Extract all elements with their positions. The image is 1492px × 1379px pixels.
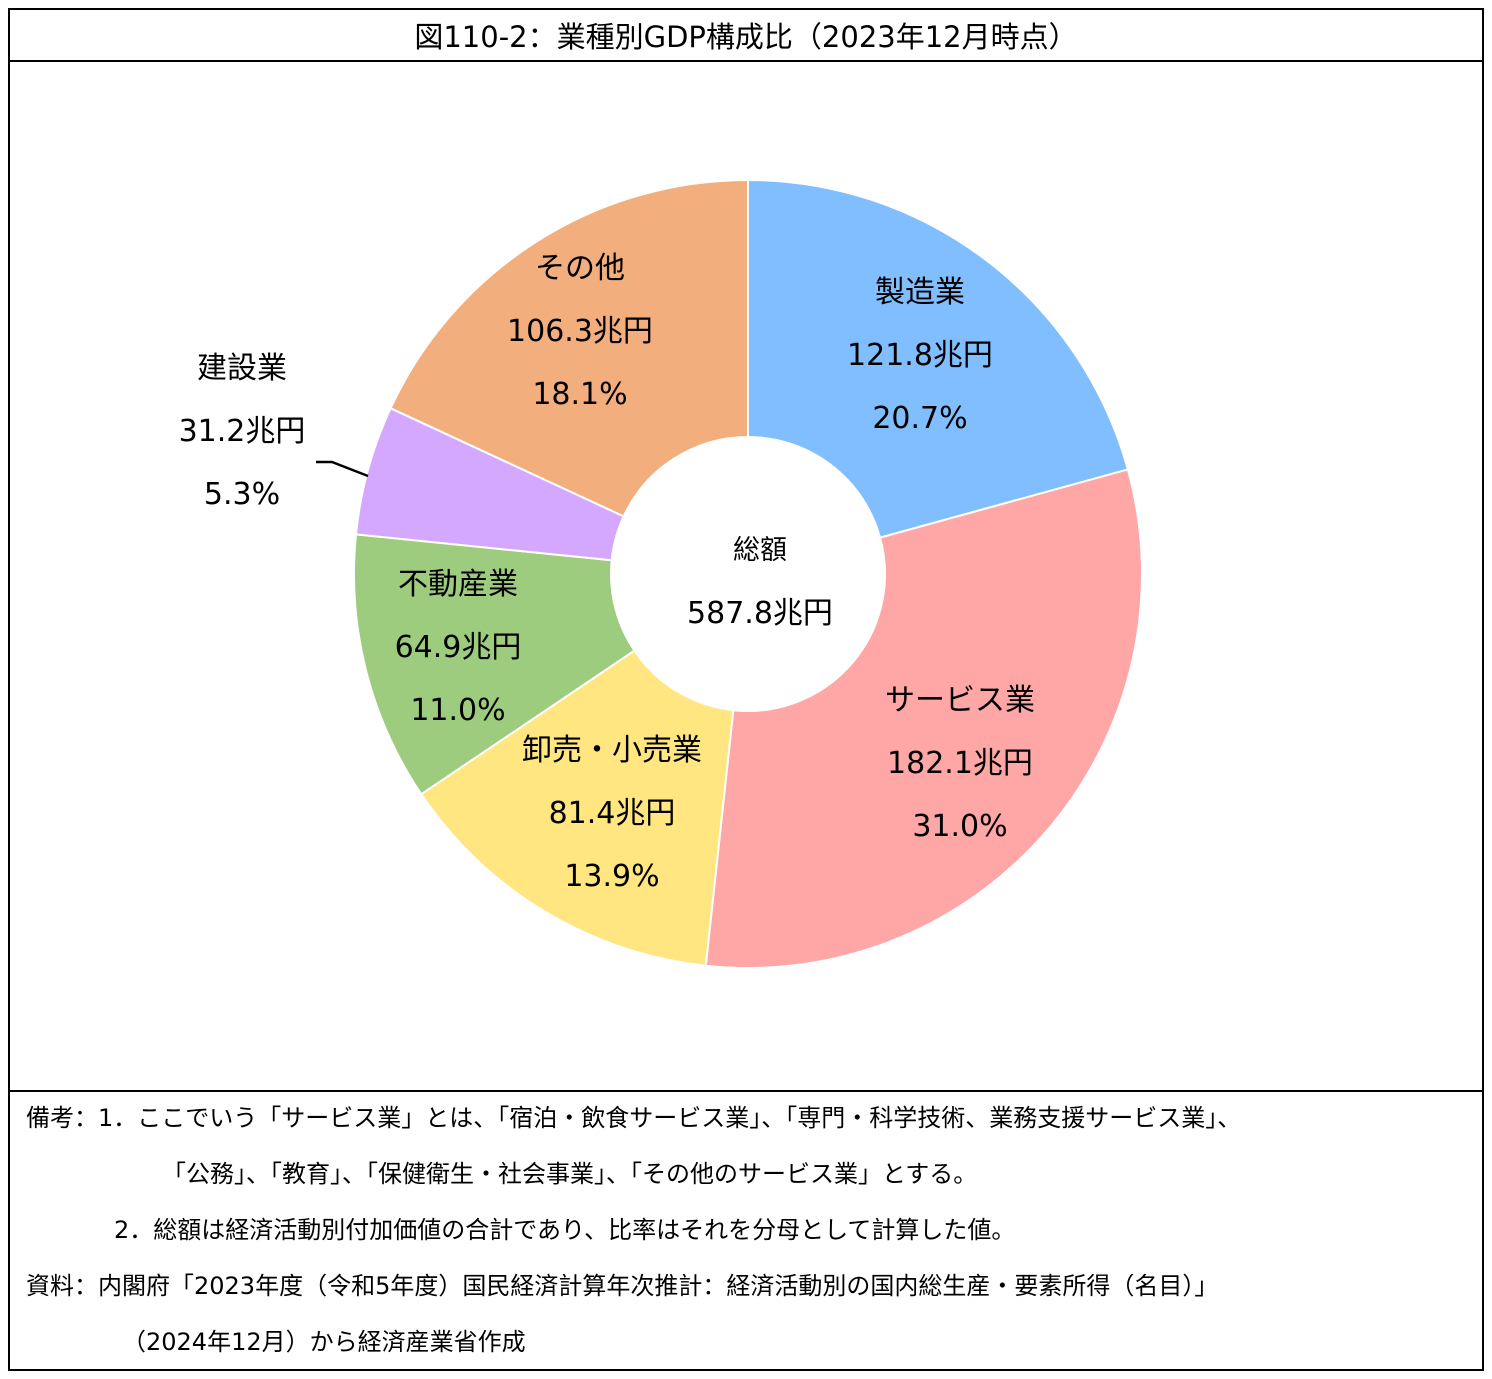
- figure-frame: 図110-2：業種別GDP構成比（2023年12月時点） 製造業 121.8兆円 2…: [8, 8, 1484, 1371]
- slice-name-label: 不動産業: [398, 567, 518, 602]
- center-total-value: 587.8兆円: [687, 596, 833, 631]
- note-line-2: 「公務」、「教育」、「保健衛生・社会事業」、「その他のサービス業」とする。: [162, 1160, 978, 1188]
- slice-percent-label: 11.0%: [410, 693, 505, 728]
- slice-2: [419, 649, 735, 967]
- slice-percent-label: 13.9%: [564, 859, 659, 894]
- slice-value-label: 121.8兆円: [847, 338, 993, 373]
- source-line-1: 資料：内閣府「2023年度（令和5年度）国民経済計算年次推計：経済活動別の国内総…: [26, 1272, 1219, 1300]
- slice-name-label: 卸売・小売業: [522, 733, 702, 768]
- note-line-1: 備考：1．ここでいう「サービス業」とは、「宿泊・飲食サービス業」、「専門・科学技…: [26, 1104, 1242, 1132]
- slice-name-label: 建設業: [197, 351, 287, 386]
- center-total-label: 総額: [733, 535, 787, 566]
- slice-value-label: 182.1兆円: [887, 746, 1033, 781]
- slice-1: [704, 468, 1143, 969]
- slice-name-label: サービス業: [885, 683, 1035, 718]
- slice-3: [353, 533, 636, 796]
- slice-value-label: 64.9兆円: [395, 630, 522, 665]
- slice-value-label: 81.4兆円: [549, 796, 676, 831]
- slice-5: [389, 178, 749, 518]
- slice-name-label: その他: [535, 251, 625, 286]
- leader-line-construction: [316, 460, 369, 478]
- slice-percent-label: 18.1%: [532, 377, 627, 412]
- slice-name-label: 製造業: [875, 275, 965, 310]
- slice-percent-label: 31.0%: [912, 809, 1007, 844]
- source-line-2: （2024年12月）から経済産業省作成: [122, 1328, 526, 1356]
- slice-value-label: 106.3兆円: [507, 314, 653, 349]
- chart-area: 製造業 121.8兆円 20.7% サービス業 182.1兆円 31.0% 卸売・小売業 81…: [10, 62, 1482, 1090]
- slice-0: [747, 178, 1130, 539]
- notes-section: 備考：1．ここでいう「サービス業」とは、「宿泊・飲食サービス業」、「専門・科学技…: [10, 1090, 1482, 1369]
- donut-chart: 製造業 121.8兆円 20.7% サービス業 182.1兆円 31.0% 卸売・小売業 81…: [179, 178, 1143, 969]
- slice-percent-label: 20.7%: [872, 401, 967, 436]
- chart-title: 図110-2：業種別GDP構成比（2023年12月時点）: [10, 10, 1482, 62]
- slice-percent-label: 5.3%: [204, 477, 280, 512]
- slice-value-label: 31.2兆円: [179, 414, 306, 449]
- note-line-3: 2．総額は経済活動別付加価値の合計であり、比率はそれを分母として計算した値。: [114, 1216, 1016, 1244]
